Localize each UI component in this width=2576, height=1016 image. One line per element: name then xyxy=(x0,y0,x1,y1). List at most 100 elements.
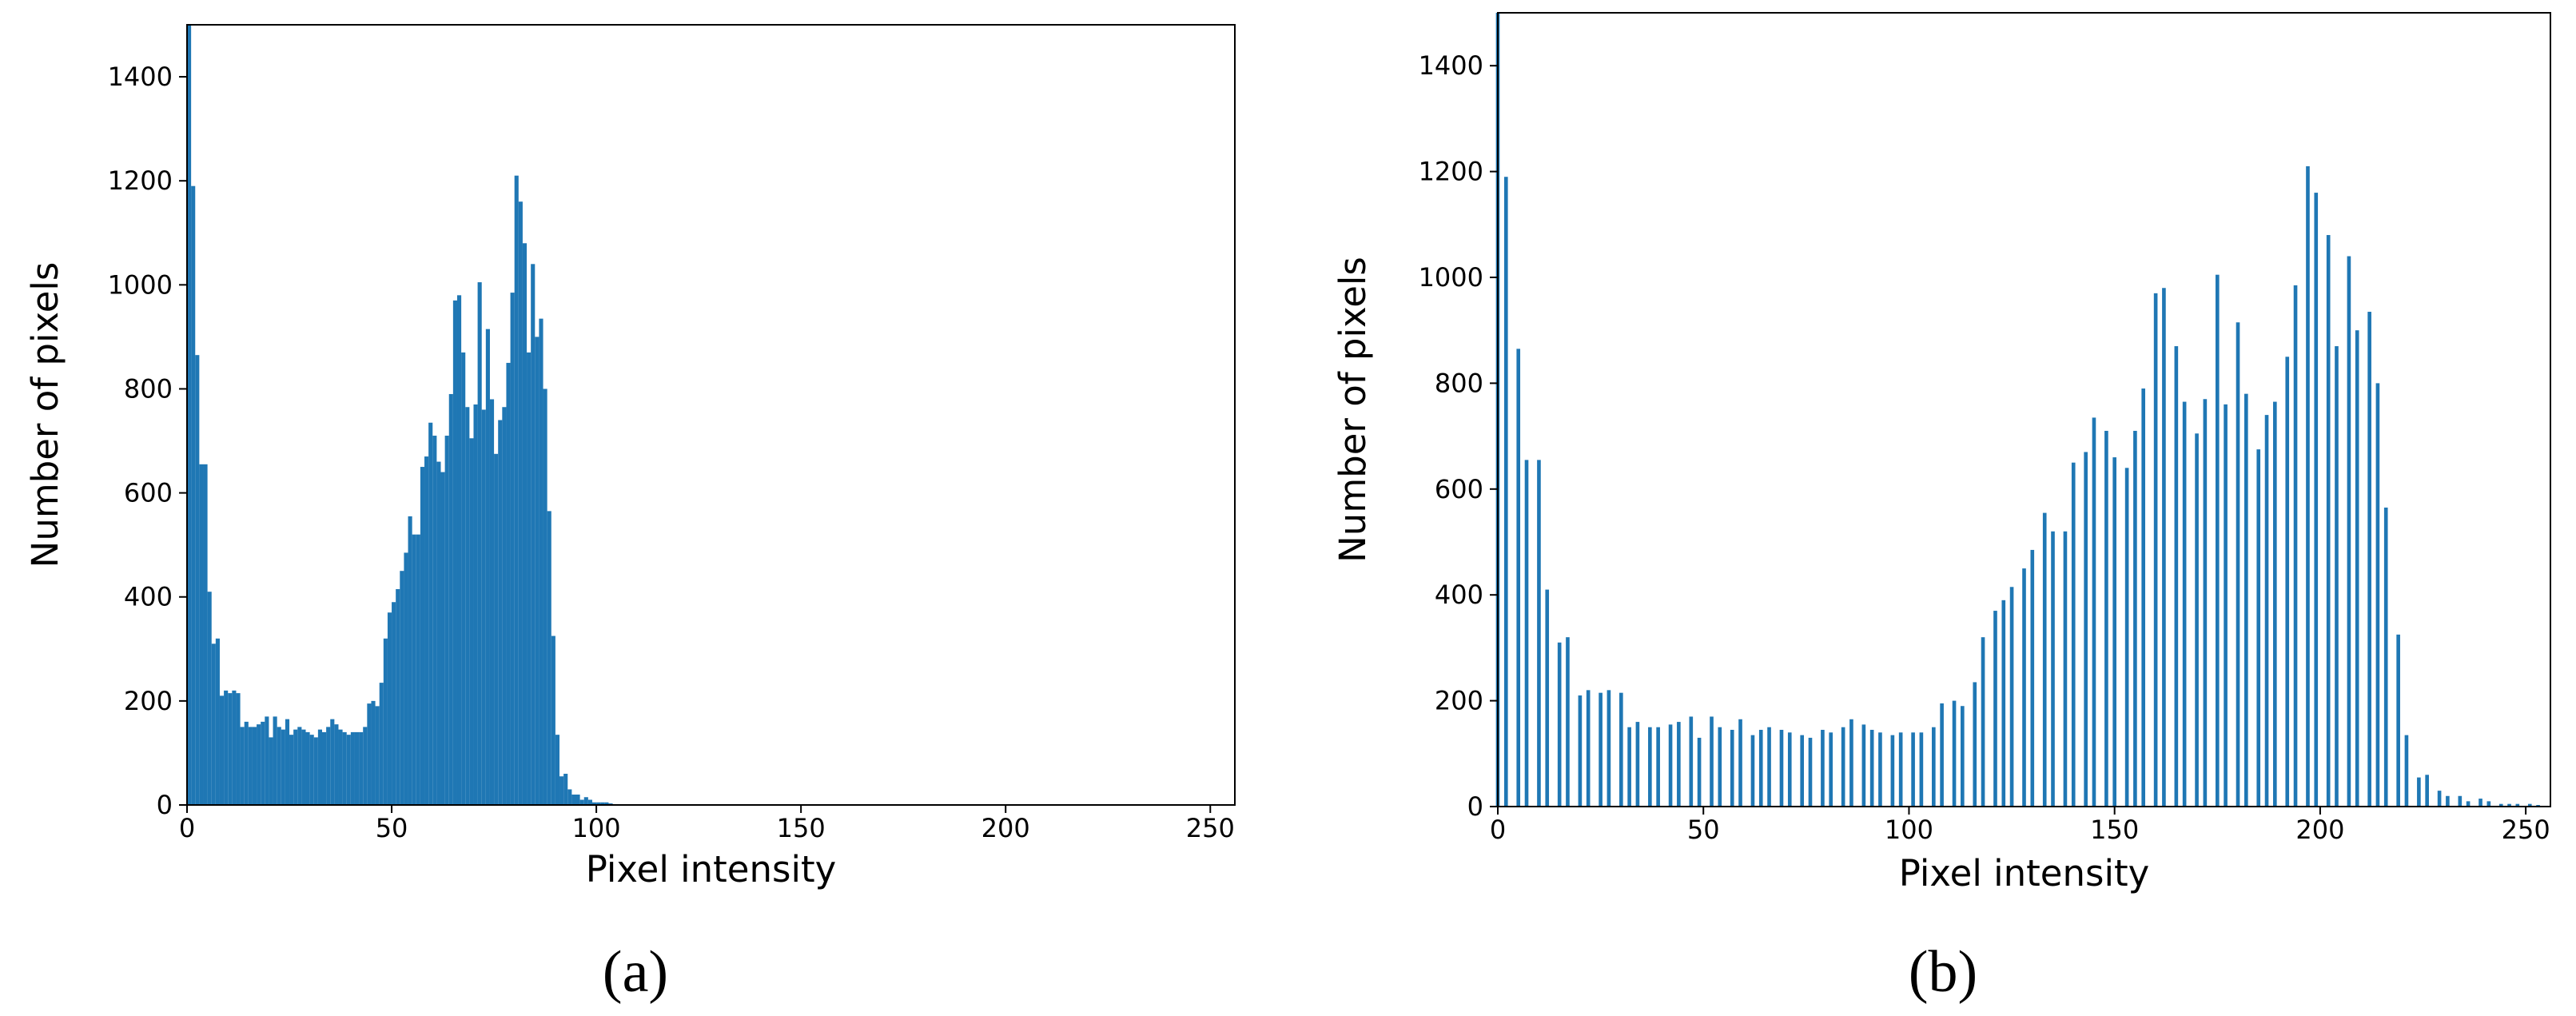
bar xyxy=(354,731,360,805)
bar xyxy=(2236,322,2240,807)
bar xyxy=(424,456,429,805)
bar xyxy=(506,362,511,805)
bar xyxy=(2162,288,2166,807)
bar xyxy=(2256,449,2261,807)
bar xyxy=(2030,549,2035,807)
bar xyxy=(1869,730,1874,807)
x-tick-label: 100 xyxy=(572,813,621,843)
bar xyxy=(1718,727,1722,807)
bar xyxy=(338,729,343,805)
plot-frame xyxy=(1497,12,2551,807)
bar xyxy=(494,453,499,805)
bar xyxy=(1648,727,1652,807)
bar xyxy=(2203,399,2208,807)
bar xyxy=(317,729,322,805)
bar xyxy=(2285,357,2290,807)
bar xyxy=(2383,507,2388,807)
bar xyxy=(1545,589,1550,807)
bar xyxy=(2042,512,2047,807)
bar xyxy=(416,534,420,805)
x-tick-label: 200 xyxy=(981,813,1030,843)
bar xyxy=(1710,716,1714,807)
bar xyxy=(404,552,408,805)
bar xyxy=(1730,730,1734,807)
bar xyxy=(2182,401,2187,807)
bar xyxy=(285,719,290,805)
bar xyxy=(2063,531,2068,807)
bar xyxy=(1656,727,1660,807)
bar xyxy=(600,802,605,805)
bar xyxy=(1635,722,1640,807)
bar xyxy=(461,352,466,805)
bar xyxy=(375,706,380,805)
bar xyxy=(2009,587,2014,807)
bar xyxy=(2022,568,2026,807)
bar xyxy=(269,737,273,805)
bar xyxy=(2112,457,2116,807)
bar xyxy=(240,727,245,805)
bar xyxy=(2498,803,2503,807)
bar xyxy=(527,352,532,805)
y-axis-label: Number of pixels xyxy=(24,262,66,568)
bar xyxy=(281,729,285,805)
bar xyxy=(510,293,515,805)
x-tick-label: 50 xyxy=(1687,815,1720,845)
bar xyxy=(2417,777,2421,807)
bar xyxy=(383,638,388,805)
bar xyxy=(273,716,277,805)
bar xyxy=(392,602,396,805)
bar xyxy=(1524,460,1529,807)
bar xyxy=(1599,692,1603,807)
bar xyxy=(1627,727,1631,807)
bar xyxy=(1981,637,1985,807)
bar xyxy=(297,727,302,805)
bar xyxy=(452,300,457,805)
bar xyxy=(2326,235,2331,807)
y-tick-label: 0 xyxy=(157,790,173,820)
bar xyxy=(2001,600,2006,807)
bar xyxy=(587,799,592,805)
y-tick-label: 600 xyxy=(1435,474,1483,504)
bar xyxy=(2153,293,2158,807)
bar xyxy=(514,175,519,805)
bar xyxy=(1940,703,1944,807)
bar xyxy=(2195,433,2199,807)
bar xyxy=(1898,732,1903,807)
bar xyxy=(1750,735,1755,807)
bar xyxy=(334,724,339,805)
y-tick-label: 1000 xyxy=(1419,262,1483,293)
bar xyxy=(596,802,601,805)
y-tick-label: 800 xyxy=(1435,368,1483,398)
bar xyxy=(248,727,253,805)
bar xyxy=(2347,256,2351,807)
bar xyxy=(2335,346,2339,807)
y-tick-label: 400 xyxy=(1435,580,1483,610)
bar xyxy=(2051,531,2055,807)
bar xyxy=(1767,727,1771,807)
bar xyxy=(371,700,376,805)
y-tick-label: 200 xyxy=(1435,686,1483,716)
bar xyxy=(203,464,208,805)
bar xyxy=(1668,724,1673,807)
bar xyxy=(2375,383,2380,807)
x-axis-label: Pixel intensity xyxy=(586,848,836,890)
bar xyxy=(604,802,609,805)
y-tick-label: 1200 xyxy=(1419,157,1483,187)
bar xyxy=(1821,730,1825,807)
bar xyxy=(1961,706,1965,807)
bar xyxy=(224,690,229,805)
bar xyxy=(535,337,539,805)
bar xyxy=(1849,719,1853,807)
bar xyxy=(1911,732,1915,807)
bar xyxy=(567,789,572,805)
bar xyxy=(547,511,551,805)
x-tick-label: 0 xyxy=(1490,815,1506,845)
bar xyxy=(2133,430,2137,807)
bar xyxy=(2437,791,2442,807)
bar xyxy=(408,516,412,805)
y-tick-label: 400 xyxy=(124,582,173,612)
bar xyxy=(305,731,310,805)
plot-frame xyxy=(186,24,1236,806)
bar xyxy=(575,794,580,805)
